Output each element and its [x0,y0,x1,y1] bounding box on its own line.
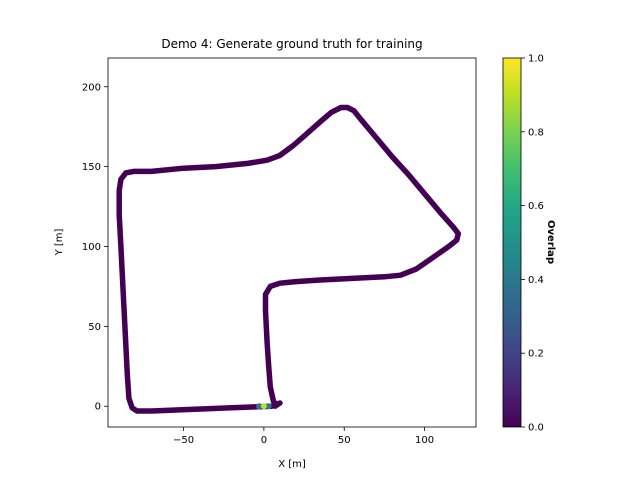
plot-frame [107,57,477,428]
colorbar-tick-label: 1.0 [528,54,544,65]
y-tick-label: 50 [88,322,101,333]
trajectory-line [116,104,462,414]
overlap-point [260,403,267,410]
y-axis: 0 50 100 150 200 [82,82,108,413]
colorbar-label: Overlap [545,220,556,264]
colorbar-tick-label: 0.2 [528,349,544,360]
x-tick-label: 0 [261,435,267,446]
chart-title: Demo 4: Generate ground truth for traini… [161,37,422,51]
overlap-point [256,403,263,410]
colorbar-gradient [502,57,522,428]
colorbar: 0.0 0.2 0.4 0.6 0.8 1.0 Overlap [502,54,556,434]
y-tick-label: 100 [82,242,101,253]
colorbar-tick-label: 0.0 [528,423,544,434]
x-tick-label: 50 [338,435,351,446]
x-tick-label: 100 [415,435,434,446]
y-tick-label: 150 [82,162,101,173]
plot-area [116,104,462,414]
y-axis-label: Y [m] [54,228,65,256]
colorbar-tick-label: 0.4 [528,275,544,286]
overlap-point [265,403,272,410]
x-axis-label: X [m] [278,459,306,470]
x-tick-label: −50 [173,435,194,446]
y-tick-label: 0 [95,402,101,413]
colorbar-tick-label: 0.8 [528,127,544,138]
y-tick-label: 200 [82,82,101,93]
colorbar-tick-label: 0.6 [528,201,544,212]
x-axis: −50 0 50 100 [173,427,434,446]
